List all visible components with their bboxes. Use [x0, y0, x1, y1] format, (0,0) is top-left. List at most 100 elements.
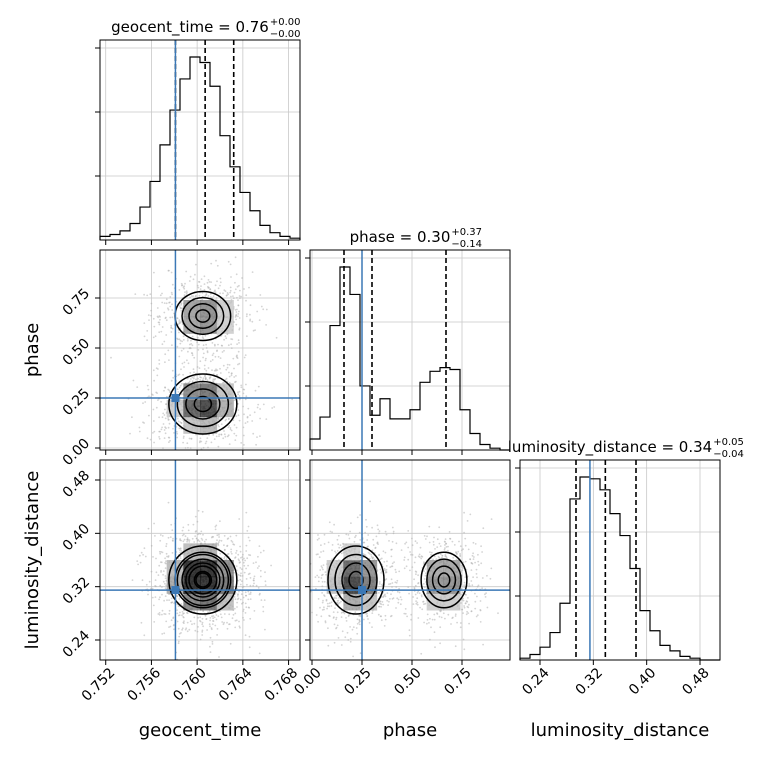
- sample-point: [317, 598, 320, 600]
- sample-point: [201, 510, 204, 513]
- sample-point: [159, 584, 162, 587]
- sample-point: [265, 418, 268, 420]
- sample-point: [462, 599, 465, 602]
- sample-point: [366, 539, 369, 541]
- sample-point: [167, 501, 170, 504]
- sample-point: [179, 611, 181, 614]
- sample-point: [205, 293, 208, 295]
- sample-point: [372, 556, 375, 559]
- sample-point: [221, 621, 224, 623]
- sample-point: [210, 627, 213, 629]
- sample-point: [203, 283, 206, 285]
- sample-point: [238, 625, 241, 628]
- sample-point: [249, 591, 252, 594]
- sample-point: [227, 344, 230, 347]
- sample-point: [236, 606, 238, 608]
- sample-point: [476, 614, 479, 616]
- sample-point: [129, 432, 131, 435]
- sample-point: [140, 551, 143, 554]
- sample-point: [482, 527, 485, 530]
- sample-point: [196, 366, 199, 368]
- sample-point: [224, 335, 227, 338]
- sample-point: [219, 552, 222, 555]
- sample-point: [415, 600, 417, 602]
- sample-point: [168, 612, 171, 615]
- sample-point: [194, 629, 197, 632]
- sample-point: [248, 539, 251, 542]
- sample-point: [215, 435, 218, 438]
- sample-point: [367, 534, 370, 536]
- sample-point: [229, 535, 232, 538]
- sample-point: [240, 295, 243, 298]
- sample-point: [222, 364, 225, 367]
- sample-point: [237, 593, 239, 596]
- sample-point: [184, 282, 186, 285]
- sample-point: [374, 547, 377, 549]
- sample-point: [412, 603, 415, 605]
- sample-point: [396, 597, 399, 600]
- sample-point: [379, 568, 382, 571]
- sample-point: [239, 583, 242, 586]
- sample-point: [432, 543, 435, 546]
- sample-point: [235, 549, 238, 552]
- sample-point: [236, 598, 239, 601]
- sample-point: [245, 544, 248, 547]
- sample-point: [163, 429, 166, 431]
- sample-point: [199, 619, 201, 622]
- sample-point: [171, 327, 174, 330]
- sample-point: [321, 601, 324, 604]
- sample-point: [172, 617, 175, 620]
- sample-point: [238, 328, 241, 331]
- sample-point: [187, 350, 189, 353]
- sample-point: [110, 356, 112, 359]
- sample-point: [239, 297, 241, 299]
- sample-point: [246, 335, 248, 338]
- sample-point: [248, 286, 250, 289]
- sample-point: [219, 367, 221, 370]
- sample-point: [470, 569, 473, 571]
- sample-point: [452, 556, 455, 559]
- sample-point: [209, 636, 212, 639]
- sample-point: [240, 442, 243, 444]
- sample-point: [178, 305, 181, 307]
- sample-point: [371, 626, 373, 628]
- sample-point: [450, 623, 452, 625]
- sample-point: [256, 567, 259, 569]
- sample-point: [186, 377, 189, 380]
- title-subscript: −0.04: [713, 449, 744, 460]
- sample-point: [490, 567, 493, 570]
- sample-point: [242, 553, 244, 556]
- sample-point: [199, 360, 202, 363]
- sample-point: [418, 592, 421, 595]
- sample-point: [235, 619, 238, 622]
- sample-point: [216, 634, 219, 636]
- sample-point: [395, 607, 397, 609]
- sample-point: [464, 537, 467, 540]
- sample-point: [181, 611, 184, 613]
- sample-point: [223, 430, 225, 432]
- histogram-luminosity_distance: [519, 476, 720, 661]
- sample-point: [139, 554, 141, 557]
- tick-label-x: 0.25: [341, 665, 374, 698]
- density-cell: [426, 593, 444, 611]
- sample-point: [180, 603, 183, 605]
- sample-point: [257, 403, 260, 406]
- sample-point: [481, 587, 483, 590]
- sample-point: [232, 613, 235, 616]
- sample-point: [148, 395, 150, 398]
- sample-point: [473, 556, 475, 558]
- sample-point: [164, 557, 167, 560]
- sample-point: [397, 598, 400, 601]
- sample-point: [219, 417, 222, 419]
- sample-point: [181, 362, 184, 365]
- sample-point: [233, 596, 236, 598]
- sample-point: [176, 317, 178, 319]
- sample-point: [439, 642, 441, 645]
- sample-point: [209, 625, 211, 628]
- sample-point: [449, 538, 452, 540]
- axis-label-y-phase: phase: [22, 323, 43, 377]
- sample-point: [317, 620, 319, 623]
- sample-point: [237, 391, 239, 394]
- sample-point: [159, 596, 161, 599]
